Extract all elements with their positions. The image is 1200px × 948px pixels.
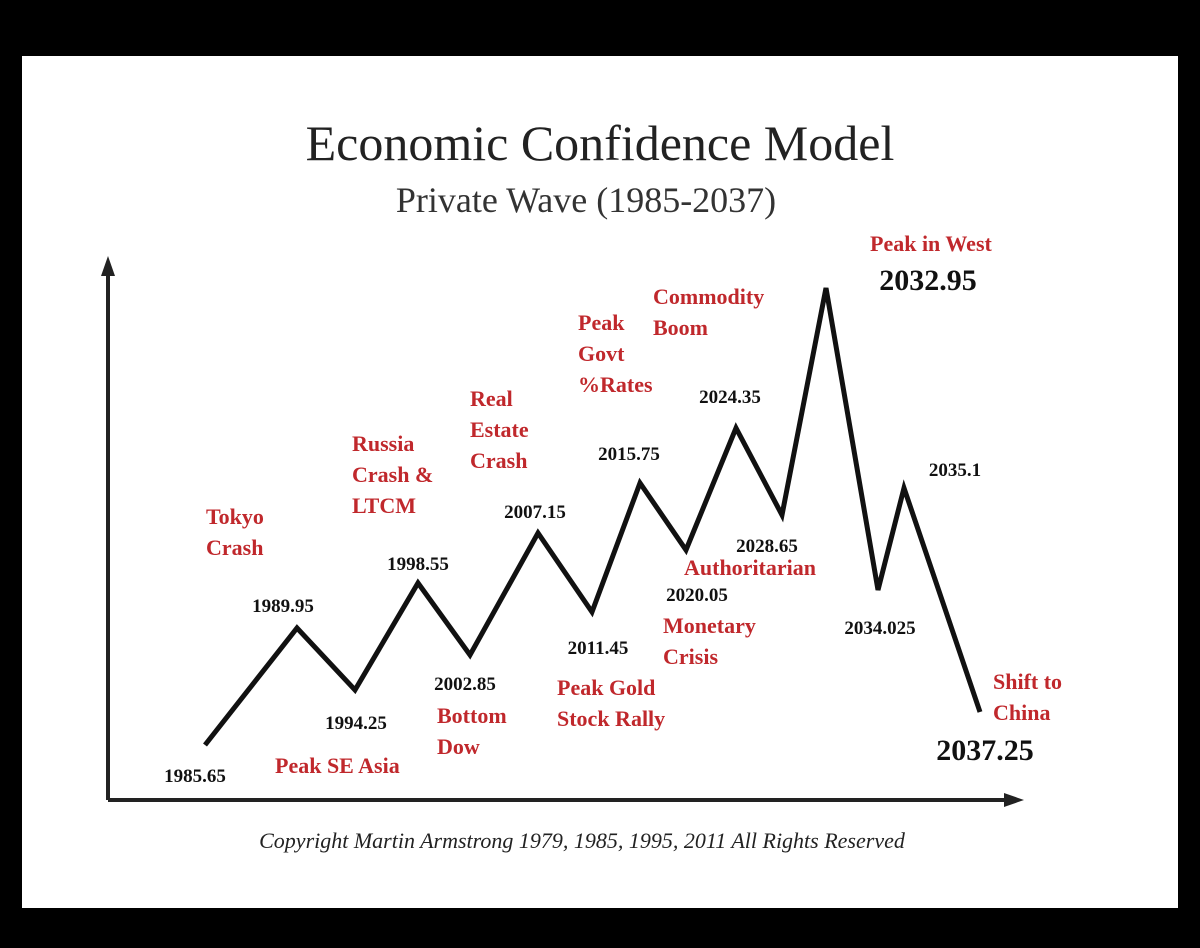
- point-label: 2034.025: [844, 618, 915, 639]
- x-arrow: [1004, 793, 1024, 807]
- point-label: 2015.75: [598, 444, 660, 465]
- axes: [106, 268, 1012, 802]
- point-label: 2037.25: [936, 734, 1034, 767]
- subtitle: Private Wave (1985-2037): [396, 180, 776, 220]
- annotation: LTCM: [352, 493, 416, 518]
- point-label: 1998.55: [387, 554, 449, 575]
- annotation: Commodity: [653, 284, 764, 309]
- point-label: 2035.1: [929, 460, 981, 481]
- annotation: Estate: [470, 417, 529, 442]
- annotation: Peak SE Asia: [275, 753, 400, 778]
- annotation: Crash: [470, 448, 527, 473]
- annotation: Russia: [352, 431, 414, 456]
- point-label: 1989.95: [252, 596, 314, 617]
- annotation: Bottom: [437, 703, 507, 728]
- point-label: 2032.95: [879, 264, 977, 297]
- copyright: Copyright Martin Armstrong 1979, 1985, 1…: [259, 828, 906, 853]
- point-label: 2011.45: [568, 638, 629, 659]
- annotation: Authoritarian: [684, 555, 816, 580]
- point-label: 2024.35: [699, 387, 761, 408]
- annotation: Boom: [653, 315, 708, 340]
- annotation: Peak: [578, 310, 625, 335]
- panel: [22, 56, 1178, 908]
- point-label: 1985.65: [164, 766, 226, 787]
- annotation: Real: [470, 386, 513, 411]
- annotation: Peak Gold: [557, 675, 655, 700]
- annotation: Monetary: [663, 613, 756, 638]
- annotation: Peak in West: [870, 231, 993, 256]
- point-label: 2020.05: [666, 585, 728, 606]
- point-label: 2002.85: [434, 674, 496, 695]
- point-label: 2007.15: [504, 502, 566, 523]
- wave: [203, 287, 983, 747]
- annotation: %Rates: [578, 372, 653, 397]
- y-arrow: [101, 256, 115, 276]
- annotation: Crash &: [352, 462, 433, 487]
- annotation: Govt: [578, 341, 625, 366]
- annotation: Dow: [437, 734, 480, 759]
- annotation: Tokyo: [206, 504, 264, 529]
- annotation: China: [993, 700, 1050, 725]
- annotation: Shift to: [993, 669, 1062, 694]
- annotation: Stock Rally: [557, 706, 665, 731]
- annotation: Crash: [206, 535, 263, 560]
- annotation: Crisis: [663, 644, 718, 669]
- point-label: 2028.65: [736, 536, 798, 557]
- title: Economic Confidence Model: [306, 115, 895, 171]
- point-label: 1994.25: [325, 713, 387, 734]
